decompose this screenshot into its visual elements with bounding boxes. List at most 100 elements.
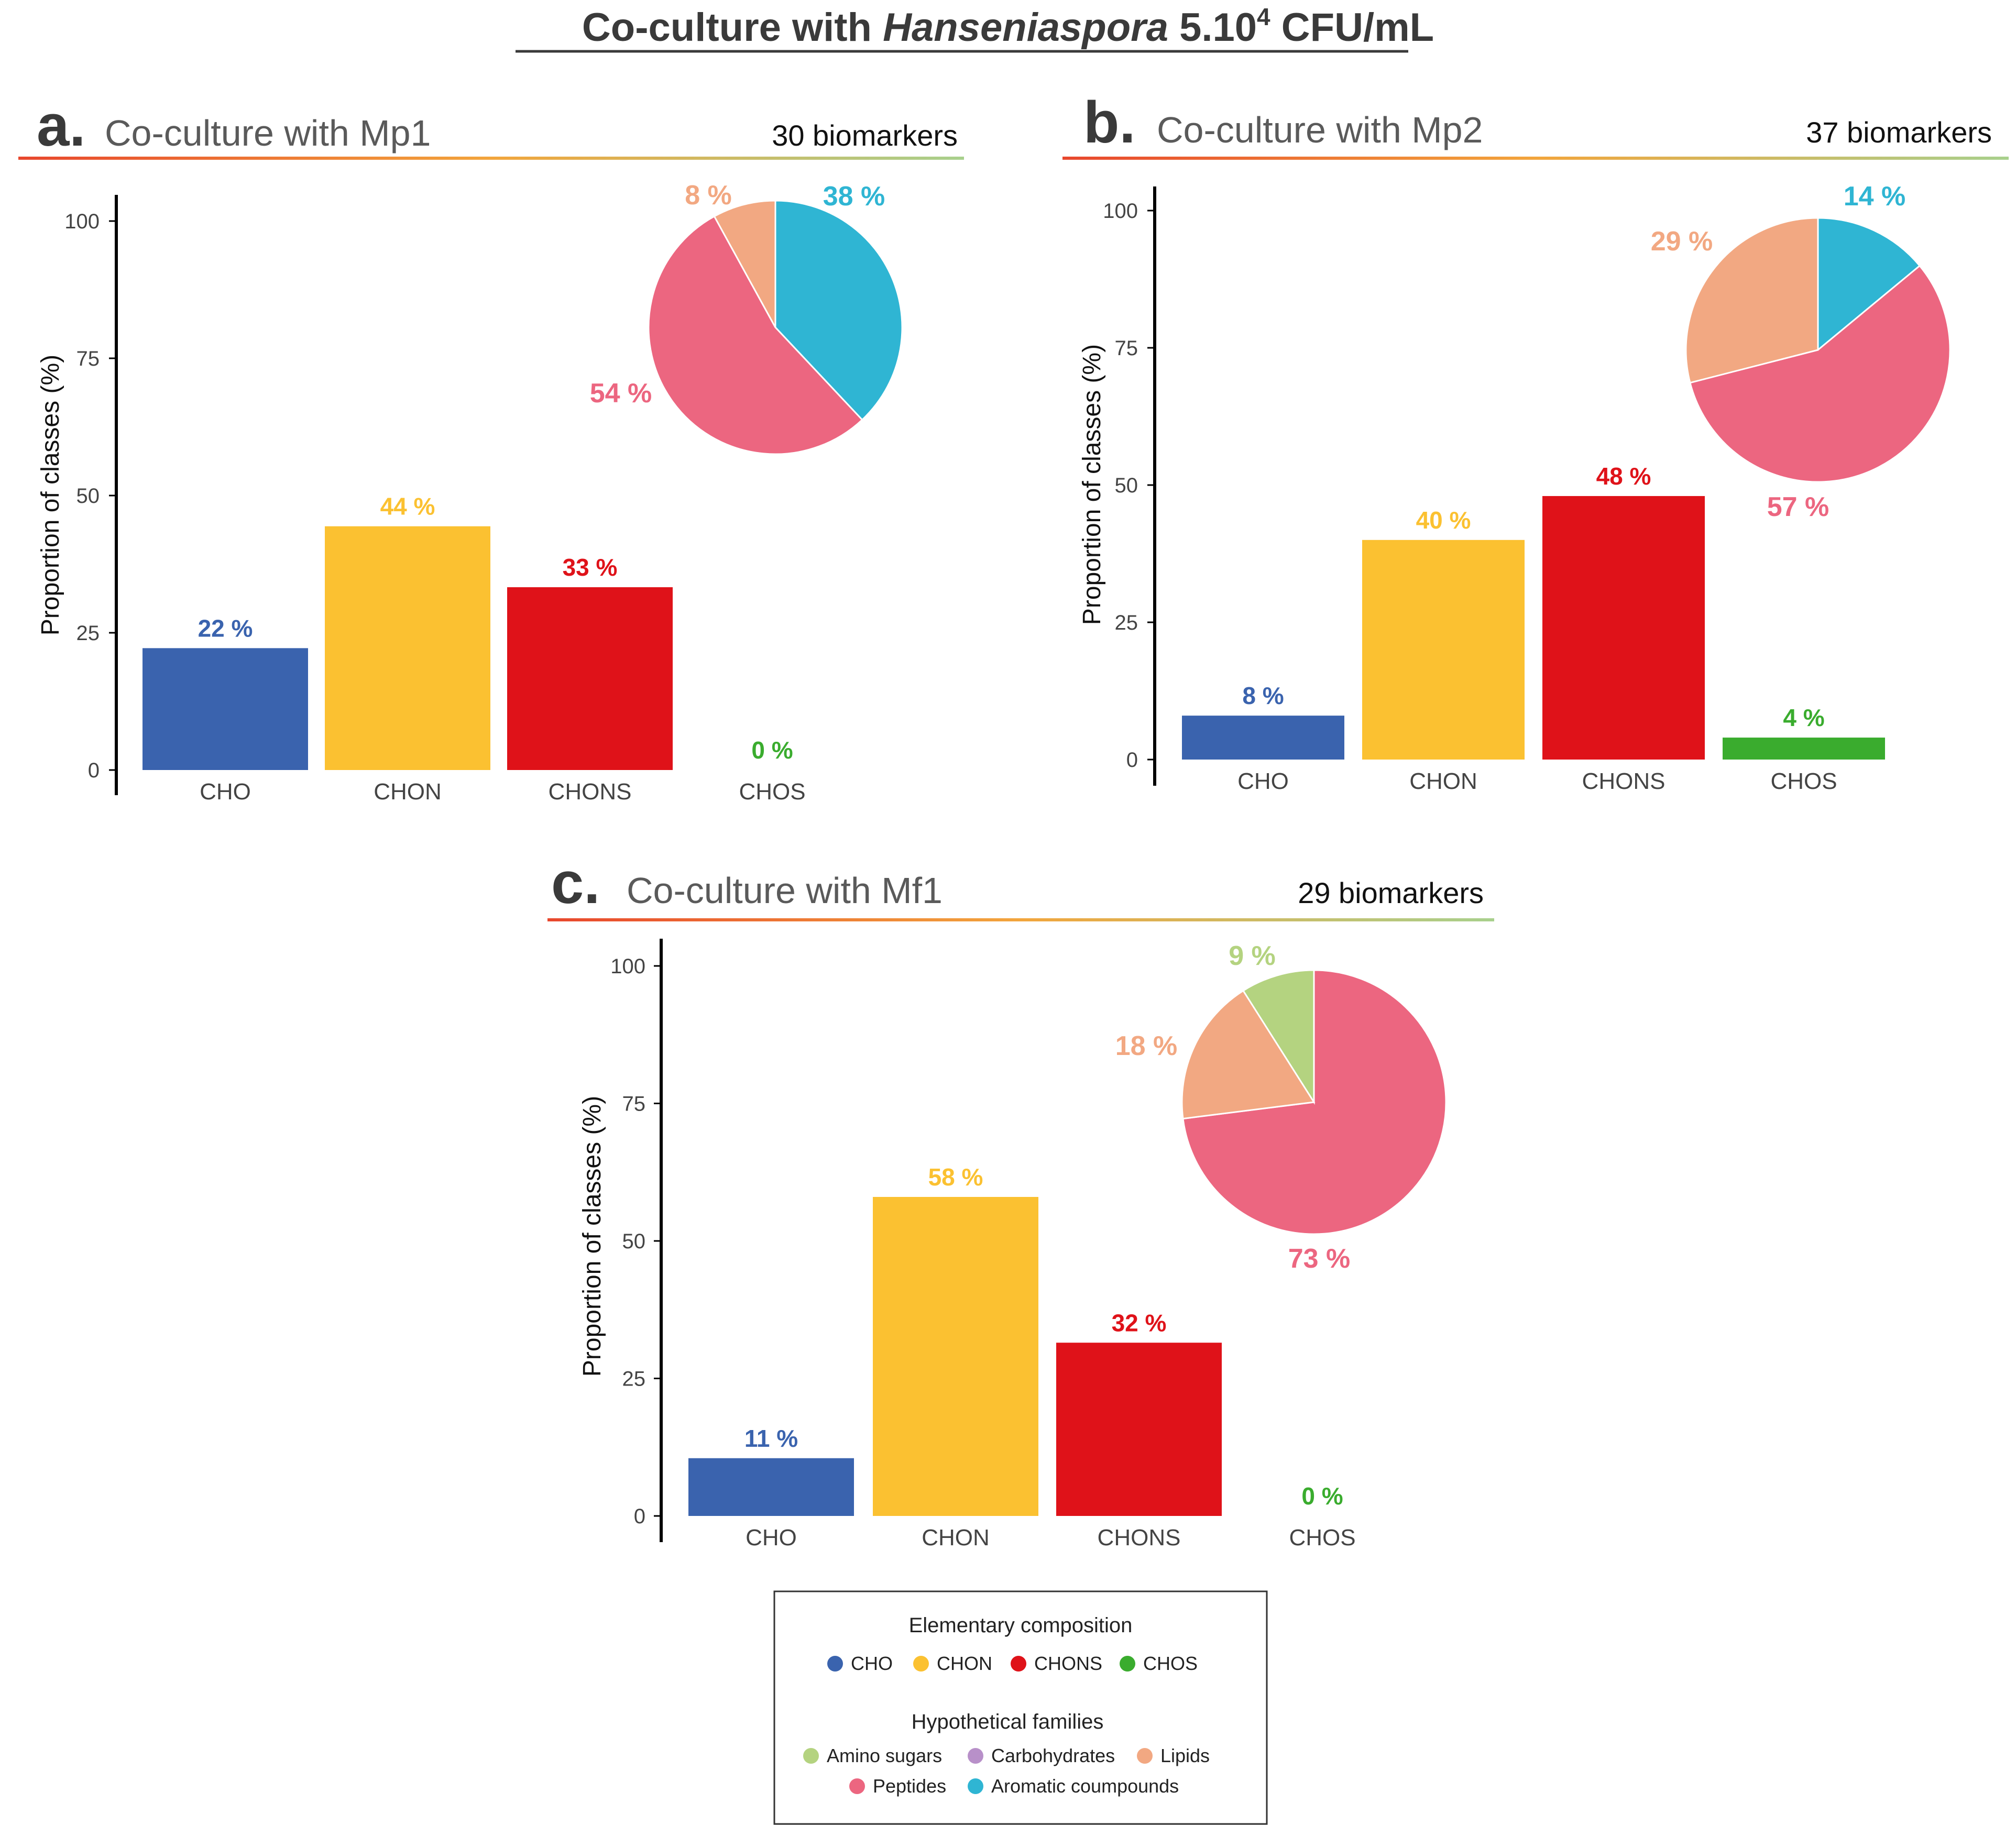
x-tick-label: CHON — [922, 1525, 990, 1551]
y-tick-label: 50 — [76, 485, 100, 508]
bar-value-label: 0 % — [1301, 1482, 1343, 1510]
legend-label: CHOS — [1143, 1653, 1198, 1674]
pie-slice-label: 29 % — [1651, 226, 1713, 257]
bar-cho — [143, 648, 308, 770]
panel-a: a. Co-culture with Mp1 30 biomarkers 0 25 50 7… — [18, 93, 964, 805]
panel-letter: b. — [1083, 90, 1136, 155]
bar-value-label: 8 % — [1242, 682, 1284, 709]
panel-c: c. Co-culture with Mf1 29 biomarkers 0 25 50 7… — [547, 850, 1494, 1551]
title-part-5: CFU/mL — [1270, 5, 1434, 50]
x-tick-label: CHO — [200, 779, 251, 805]
pie-slice-label: 57 % — [1767, 492, 1829, 522]
x-tick-label: CHOS — [739, 779, 805, 805]
bar-chon — [1362, 540, 1525, 760]
y-tick-label: 75 — [1115, 337, 1138, 360]
panel-letter: a. — [37, 93, 85, 158]
bar-value-label: 0 % — [751, 736, 793, 764]
pie-slice-lipids — [713, 200, 776, 328]
x-tick-label: CHO — [1237, 768, 1289, 794]
legend-label: Aromatic coumpounds — [991, 1775, 1179, 1797]
legend-key-cho — [827, 1656, 843, 1672]
bar-value-label: 44 % — [380, 493, 435, 520]
legend-composition-title: Elementary composition — [909, 1614, 1133, 1637]
bar-value-label: 4 % — [1783, 704, 1824, 731]
bar-chons — [1056, 1343, 1222, 1516]
legend-label: CHON — [937, 1653, 992, 1674]
legend-key-carbohydrates — [968, 1748, 983, 1764]
legend-label: CHO — [851, 1653, 893, 1674]
y-tick-label: 25 — [622, 1368, 646, 1391]
y-tick-label: 50 — [1115, 474, 1138, 497]
legend-composition-items: CHO CHON CHONS CHOS — [827, 1653, 1198, 1674]
pie-slice-aromatic-coumpounds — [774, 200, 903, 421]
legend-families-row-2: Peptides Aromatic coumpounds — [849, 1775, 1179, 1797]
legend-key-lipids — [1137, 1748, 1153, 1764]
pie-slice-amino-sugars — [1242, 969, 1315, 1105]
y-tick-label: 0 — [634, 1505, 645, 1528]
x-tick-label: CHON — [1409, 768, 1477, 794]
pie-slice-label: 18 % — [1115, 1031, 1178, 1061]
y-tick-label: 75 — [76, 347, 100, 370]
y-tick-label: 75 — [622, 1093, 646, 1116]
y-tick-label: 50 — [622, 1230, 646, 1253]
biomarker-count: 30 biomarkers — [772, 119, 958, 152]
bar-chon — [325, 526, 490, 770]
panel-title: Co-culture with Mp1 — [105, 113, 431, 153]
legend-label: Carbohydrates — [991, 1745, 1115, 1766]
legend-key-chon — [913, 1656, 929, 1672]
y-axis-label: Proportion of classes (%) — [1078, 344, 1106, 625]
x-tick-label: CHONS — [1098, 1525, 1181, 1551]
panels: a. Co-culture with Mp1 30 biomarkers 0 25 50 7… — [18, 90, 2009, 1551]
legend-label: Peptides — [873, 1775, 946, 1797]
title-part-exponent: 4 — [1257, 3, 1270, 30]
bar-value-label: 11 % — [744, 1425, 798, 1452]
bar-value-label: 58 % — [928, 1163, 983, 1191]
biomarker-count: 37 biomarkers — [1806, 116, 1992, 149]
bar-value-label: 22 % — [198, 614, 253, 642]
y-tick-label: 100 — [64, 210, 100, 233]
pie-slice-label: 14 % — [1844, 181, 1906, 212]
bar-value-label: 40 % — [1416, 507, 1471, 534]
x-tick-label: CHO — [746, 1525, 797, 1551]
figure-title: Co-culture with Hanseniaspora 5.104 CFU/… — [582, 3, 1434, 50]
panel-title: Co-culture with Mf1 — [627, 870, 943, 911]
bar-chons — [507, 587, 673, 770]
biomarker-count: 29 biomarkers — [1298, 876, 1484, 909]
bar-value-label: 33 % — [563, 554, 618, 581]
y-tick-label: 100 — [610, 955, 645, 978]
legend-label: CHONS — [1034, 1653, 1102, 1674]
pie-slice-lipids — [1685, 217, 1819, 384]
bar-value-label: 48 % — [1596, 463, 1651, 490]
legend-key-chos — [1120, 1656, 1135, 1672]
panel-title: Co-culture with Mp2 — [1157, 109, 1483, 150]
legend-families-row-1: Amino sugars Carbohydrates Lipids — [803, 1745, 1210, 1766]
pie-slice-label: 38 % — [823, 181, 885, 212]
panel-title-underline — [18, 157, 964, 160]
pie-slice-label: 54 % — [590, 378, 652, 409]
x-tick-label: CHONS — [1582, 768, 1666, 794]
bar-chos — [1723, 738, 1885, 760]
y-axis-label: Proportion of classes (%) — [578, 1096, 606, 1377]
y-tick-label: 25 — [1115, 611, 1138, 634]
x-tick-label: CHOS — [1289, 1525, 1355, 1551]
title-part-3: 5.10 — [1168, 5, 1257, 50]
y-tick-label: 0 — [1126, 749, 1138, 772]
panel-title-underline — [547, 918, 1494, 921]
x-tick-label: CHOS — [1770, 768, 1837, 794]
bar-value-label: 32 % — [1112, 1309, 1167, 1336]
legend: Elementary composition CHO CHON CHONS CHOS … — [773, 1590, 1268, 1825]
legend-families-title: Hypothetical families — [912, 1710, 1104, 1733]
bar-chon — [873, 1197, 1038, 1516]
legend-key-aromatic-coumpounds — [968, 1778, 983, 1794]
legend-key-amino-sugars — [803, 1748, 819, 1764]
x-tick-label: CHONS — [549, 779, 632, 805]
bar-cho — [688, 1458, 854, 1516]
pie-slice-peptides — [648, 215, 863, 455]
legend-key-peptides — [849, 1778, 865, 1794]
legend-key-chons — [1011, 1656, 1026, 1672]
title-part-genus: Hanseniaspora — [883, 5, 1168, 50]
y-tick-label: 25 — [76, 622, 100, 645]
y-tick-label: 100 — [1103, 200, 1138, 223]
pie-slice-lipids — [1181, 990, 1316, 1120]
